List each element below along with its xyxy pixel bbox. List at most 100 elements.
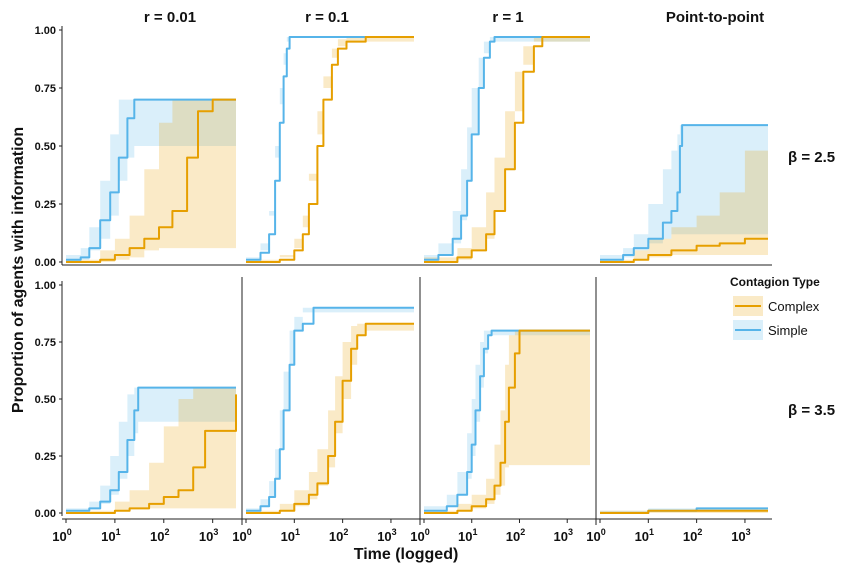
simple-line [424, 329, 590, 512]
x-tick-label: 100 [410, 527, 429, 544]
x-tick-exponent: 1 [649, 527, 654, 537]
y-tick-label: 0.00 [35, 508, 56, 520]
x-tick-base: 10 [731, 529, 745, 544]
x-tick-base: 10 [506, 529, 520, 544]
simple-line [246, 306, 414, 512]
x-axis: 100 101 102 103 100 101 102 103 100 101 102 103 100 1… [52, 264, 772, 544]
y-axis: 0.00 0.25 0.50 0.75 1.00 0.00 0.25 0.50 0.75 1.00 [35, 25, 63, 520]
x-tick-base: 10 [150, 529, 164, 544]
x-tick-exponent: 0 [601, 527, 606, 537]
complex-line [66, 394, 237, 514]
complex-line [66, 98, 236, 263]
x-tick-label: 103 [731, 527, 750, 544]
y-tick-label: 0.25 [35, 451, 56, 463]
x-tick-exponent: 3 [746, 527, 751, 537]
x-tick-exponent: 0 [425, 527, 430, 537]
simple-line [66, 98, 236, 261]
simple-line [600, 124, 768, 261]
x-tick-exponent: 0 [247, 527, 252, 537]
simple-ribbon [600, 125, 768, 262]
complex-line [246, 322, 414, 514]
x-tick-label: 100 [52, 527, 71, 544]
panel [66, 98, 236, 263]
legend-title: Contagion Type [730, 275, 820, 289]
y-tick-label: 0.50 [35, 141, 56, 153]
complex-line [600, 509, 768, 514]
column-titles: r = 0.01 r = 0.1 r = 1 Point-to-point [144, 9, 764, 26]
simple-line [246, 36, 414, 261]
column-title: r = 1 [492, 9, 523, 26]
column-title: r = 0.01 [144, 9, 196, 26]
x-tick-base: 10 [52, 529, 66, 544]
panel [600, 507, 768, 514]
x-tick-base: 10 [635, 529, 649, 544]
y-tick-label: 0.25 [35, 199, 56, 211]
y-tick-label: 0.75 [35, 337, 56, 349]
x-tick-label: 103 [553, 527, 572, 544]
x-tick-label: 101 [101, 527, 120, 544]
x-tick-base: 10 [553, 529, 567, 544]
panels [66, 36, 768, 514]
legend: Contagion Type Complex Simple [730, 275, 820, 340]
x-tick-exponent: 2 [165, 527, 170, 537]
panel [246, 36, 414, 263]
y-tick-label: 1.00 [35, 280, 56, 292]
complex-ribbon [424, 37, 590, 262]
x-tick-label: 102 [683, 527, 702, 544]
x-tick-base: 10 [199, 529, 213, 544]
y-tick-label: 0.00 [35, 257, 56, 269]
simple-ribbon [424, 37, 590, 262]
column-title: r = 0.1 [305, 9, 349, 26]
panel [424, 329, 590, 514]
complex-ribbon [246, 37, 414, 262]
x-tick-label: 101 [281, 527, 300, 544]
complex-line [600, 237, 768, 263]
x-tick-label: 101 [635, 527, 654, 544]
x-tick-exponent: 2 [520, 527, 525, 537]
complex-ribbon [246, 323, 414, 513]
panel [424, 36, 590, 263]
x-tick-base: 10 [232, 529, 246, 544]
x-tick-label: 100 [586, 527, 605, 544]
complex-ribbon [600, 150, 768, 262]
y-tick-label: 1.00 [35, 25, 56, 37]
x-tick-label: 103 [377, 527, 396, 544]
simple-line [66, 386, 236, 512]
panel [66, 386, 237, 514]
x-tick-base: 10 [101, 529, 115, 544]
simple-ribbon [246, 37, 414, 262]
row-title: β = 3.5 [788, 402, 835, 419]
x-tick-exponent: 3 [568, 527, 573, 537]
x-tick-label: 102 [506, 527, 525, 544]
x-tick-exponent: 1 [295, 527, 300, 537]
x-tick-exponent: 3 [392, 527, 397, 537]
x-tick-base: 10 [458, 529, 472, 544]
x-tick-base: 10 [329, 529, 343, 544]
x-tick-label: 103 [199, 527, 218, 544]
complex-ribbon [66, 99, 236, 262]
x-tick-exponent: 0 [67, 527, 72, 537]
x-tick-label: 101 [458, 527, 477, 544]
x-tick-label: 102 [150, 527, 169, 544]
x-tick-exponent: 1 [472, 527, 477, 537]
x-tick-exponent: 3 [213, 527, 218, 537]
x-tick-base: 10 [683, 529, 697, 544]
panel [246, 306, 414, 514]
y-axis-title: Proportion of agents with information [10, 127, 27, 413]
legend-key-complex [733, 296, 763, 316]
legend-label: Simple [768, 323, 808, 338]
x-axis-title: Time (logged) [354, 546, 459, 563]
x-tick-label: 100 [232, 527, 251, 544]
complex-line [424, 329, 590, 514]
panel [600, 124, 768, 263]
y-tick-label: 0.75 [35, 83, 56, 95]
complex-line [424, 36, 590, 263]
x-tick-base: 10 [281, 529, 295, 544]
x-tick-exponent: 1 [116, 527, 121, 537]
column-title: Point-to-point [666, 9, 764, 26]
simple-ribbon [66, 387, 236, 513]
row-title: β = 2.5 [788, 149, 835, 166]
x-tick-exponent: 2 [697, 527, 702, 537]
legend-key-simple [733, 320, 763, 340]
